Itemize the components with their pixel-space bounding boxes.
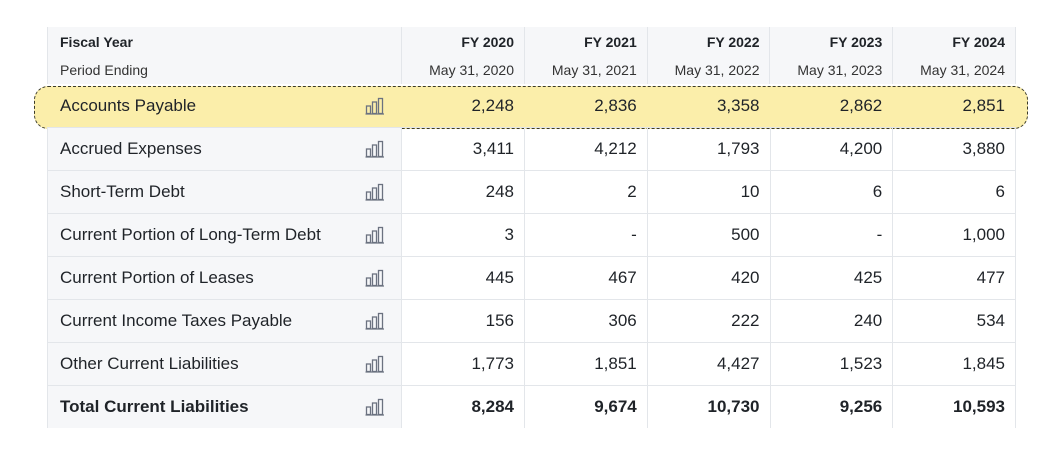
value-cell: 4,212 <box>525 128 648 170</box>
row-label-cell: Total Current Liabilities <box>47 386 403 428</box>
period-ending-label: Period Ending <box>47 56 403 84</box>
value-cell: 1,845 <box>893 343 1017 385</box>
row-label: Short-Term Debt <box>60 182 185 201</box>
year-header: FY 2024 <box>893 27 1016 56</box>
value-cell: 306 <box>525 300 648 342</box>
year-header: FY 2023 <box>770 27 894 56</box>
bar-chart-icon[interactable] <box>365 312 385 330</box>
value-cell: 2,836 <box>594 96 637 115</box>
table-row: Accounts Payable 2,248 2,836 3,358 2,862 2,85… <box>47 84 1016 127</box>
value-cell: 1,793 <box>648 128 771 170</box>
bar-chart-icon[interactable] <box>365 355 385 373</box>
value-cell: 1,523 <box>771 343 894 385</box>
value-cell: 477 <box>893 257 1017 299</box>
table-row: Accrued Expenses 3,411 4,212 1,793 4,200 3,88… <box>47 127 1017 170</box>
value-cell: 1,773 <box>402 343 526 385</box>
value-cell: 10,593 <box>893 386 1017 428</box>
bar-chart-icon[interactable] <box>365 269 385 287</box>
bar-chart-icon[interactable] <box>365 183 385 201</box>
value-cell: 500 <box>648 214 771 256</box>
table-row: Current Income Taxes Payable 156 306 222 240… <box>47 299 1017 342</box>
row-label: Other Current Liabilities <box>60 354 239 373</box>
value-cell: 445 <box>402 257 526 299</box>
value-cell: 10 <box>648 171 771 213</box>
row-label-cell: Accounts Payable <box>47 85 402 127</box>
value-cell: 240 <box>771 300 894 342</box>
table-row: Current Portion of Long-Term Debt 3-500-1… <box>47 213 1017 256</box>
value-cell: 2 <box>525 171 648 213</box>
value-cell: 9,674 <box>525 386 648 428</box>
row-label-cell: Current Income Taxes Payable <box>47 300 403 342</box>
value-cell: 425 <box>771 257 894 299</box>
value-cell: 3,411 <box>402 128 526 170</box>
value-cell: 2,862 <box>839 96 883 115</box>
period-date: May 31, 2024 <box>893 56 1016 84</box>
row-label-cell: Current Portion of Long-Term Debt <box>47 214 403 256</box>
value-cell: 6 <box>771 171 894 213</box>
value-cell: 8,284 <box>402 386 526 428</box>
bar-chart-icon[interactable] <box>365 140 385 158</box>
row-label: Accrued Expenses <box>60 139 202 158</box>
table-row: Total Current Liabilities 8,284 9,674 10,73… <box>47 385 1017 428</box>
row-label-cell: Other Current Liabilities <box>47 343 403 385</box>
row-label: Current Portion of Leases <box>60 268 254 287</box>
table-row: Other Current Liabilities 1,773 1,851 4,427… <box>47 342 1017 385</box>
value-cell: 156 <box>402 300 526 342</box>
period-date: May 31, 2023 <box>770 56 894 84</box>
row-label-cell: Accrued Expenses <box>47 128 403 170</box>
period-date: May 31, 2020 <box>402 56 525 84</box>
value-cell: - <box>771 214 894 256</box>
table-row: Current Portion of Leases 445 467 420 425 477 <box>47 256 1017 299</box>
period-date: May 31, 2022 <box>648 56 771 84</box>
value-cell: 9,256 <box>771 386 894 428</box>
row-label: Current Portion of Long-Term Debt <box>60 225 321 244</box>
year-header: FY 2021 <box>525 27 648 56</box>
value-cell: 420 <box>648 257 771 299</box>
value-cell: 3 <box>402 214 526 256</box>
value-cell: 3,358 <box>716 96 760 115</box>
header-row-period-ending: Period Ending May 31, 2020 May 31, 2021 … <box>47 56 1016 84</box>
row-label-cell: Current Portion of Leases <box>47 257 403 299</box>
value-cell: 534 <box>893 300 1017 342</box>
value-cell: 1,851 <box>525 343 648 385</box>
highlight-accounts-payable <box>34 86 1028 129</box>
bar-chart-icon[interactable] <box>365 226 385 244</box>
row-label: Current Income Taxes Payable <box>60 311 293 330</box>
bar-chart-icon[interactable] <box>365 398 385 416</box>
period-date: May 31, 2021 <box>525 56 648 84</box>
balance-sheet-table: Fiscal Year FY 2020 FY 2021 FY 2022 FY 2… <box>47 27 1017 428</box>
row-label-cell: Short-Term Debt <box>47 171 403 213</box>
bar-chart-icon[interactable] <box>365 97 385 115</box>
year-header: FY 2020 <box>402 27 525 56</box>
value-cell: 4,200 <box>771 128 894 170</box>
fiscal-year-label: Fiscal Year <box>47 27 403 56</box>
row-label: Accounts Payable <box>60 96 197 115</box>
value-cell: 4,427 <box>648 343 771 385</box>
value-cell: 248 <box>402 171 526 213</box>
row-label: Total Current Liabilities <box>60 397 249 416</box>
value-cell: 222 <box>648 300 771 342</box>
value-cell: 2,851 <box>962 96 1006 115</box>
value-cell: 1,000 <box>893 214 1017 256</box>
value-cell: 3,880 <box>893 128 1017 170</box>
table-row: Short-Term Debt 248 2 10 6 6 <box>47 170 1017 213</box>
value-cell: - <box>525 214 648 256</box>
value-cell: 10,730 <box>648 386 771 428</box>
value-cell: 467 <box>525 257 648 299</box>
value-cell: 2,248 <box>471 96 515 115</box>
year-header: FY 2022 <box>648 27 771 56</box>
value-cell: 6 <box>893 171 1017 213</box>
header-row-fiscal-year: Fiscal Year FY 2020 FY 2021 FY 2022 FY 2… <box>47 27 1016 56</box>
